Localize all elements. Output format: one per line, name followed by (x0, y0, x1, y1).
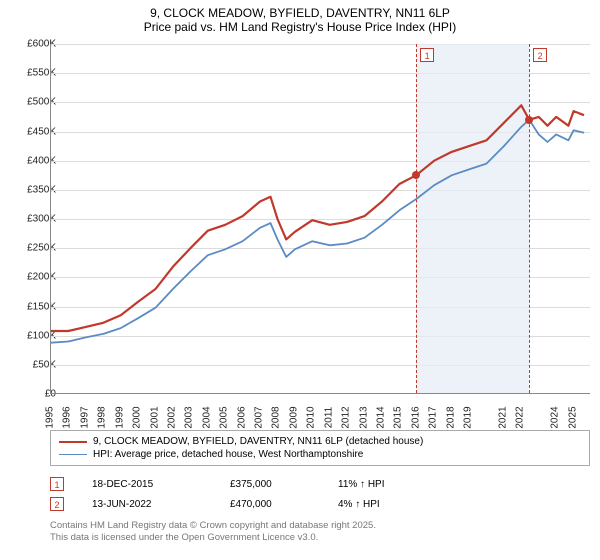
footnote-line: This data is licensed under the Open Gov… (50, 532, 590, 544)
x-axis-label: 2017 (428, 406, 439, 428)
event-marker-box: 1 (420, 48, 434, 62)
x-axis-label: 2002 (166, 406, 177, 428)
x-axis-label: 2016 (410, 406, 421, 428)
x-axis-label: 1996 (62, 406, 73, 428)
legend-swatch (59, 441, 87, 443)
event-marker: 2 (50, 497, 64, 511)
event-date: 13-JUN-2022 (92, 499, 202, 510)
line-series (51, 44, 590, 393)
x-axis-label: 1998 (97, 406, 108, 428)
x-axis-label: 2000 (132, 406, 143, 428)
legend: 9, CLOCK MEADOW, BYFIELD, DAVENTRY, NN11… (50, 430, 590, 466)
legend-item: HPI: Average price, detached house, West… (59, 448, 581, 461)
event-marker: 1 (50, 477, 64, 491)
x-axis-label: 2013 (358, 406, 369, 428)
legend-label: 9, CLOCK MEADOW, BYFIELD, DAVENTRY, NN11… (93, 436, 423, 447)
x-axis-label: 2018 (445, 406, 456, 428)
series-hpi (51, 120, 584, 343)
series-price_paid (51, 105, 584, 331)
x-axis-label: 2006 (236, 406, 247, 428)
event-dot (412, 171, 420, 179)
x-axis-label: 2010 (306, 406, 317, 428)
chart-container: 9, CLOCK MEADOW, BYFIELD, DAVENTRY, NN11… (0, 0, 600, 560)
title-subtitle: Price paid vs. HM Land Registry's House … (0, 20, 600, 34)
x-axis-label: 1999 (114, 406, 125, 428)
x-axis-label: 1997 (79, 406, 90, 428)
event-price: £375,000 (230, 479, 310, 490)
x-axis-label: 2003 (184, 406, 195, 428)
event-price: £470,000 (230, 499, 310, 510)
event-pct: 4% ↑ HPI (338, 499, 428, 510)
events-table: 1 18-DEC-2015 £375,000 11% ↑ HPI 2 13-JU… (50, 474, 590, 514)
legend-label: HPI: Average price, detached house, West… (93, 449, 363, 460)
event-dot (525, 116, 533, 124)
footnote-line: Contains HM Land Registry data © Crown c… (50, 520, 590, 532)
x-axis-label: 2011 (323, 407, 334, 429)
event-marker-box: 2 (533, 48, 547, 62)
x-axis-label: 2004 (201, 406, 212, 428)
x-axis-label: 2008 (271, 406, 282, 428)
event-row: 1 18-DEC-2015 £375,000 11% ↑ HPI (50, 474, 590, 494)
x-axis-label: 2007 (254, 406, 265, 428)
chart-area: 12 (50, 44, 590, 394)
event-date: 18-DEC-2015 (92, 479, 202, 490)
x-axis-label: 2022 (515, 406, 526, 428)
title-address: 9, CLOCK MEADOW, BYFIELD, DAVENTRY, NN11… (0, 6, 600, 20)
title-block: 9, CLOCK MEADOW, BYFIELD, DAVENTRY, NN11… (0, 0, 600, 38)
x-axis-label: 2014 (375, 406, 386, 428)
x-axis-label: 2012 (341, 406, 352, 428)
legend-swatch (59, 454, 87, 455)
x-axis-label: 2025 (567, 406, 578, 428)
event-row: 2 13-JUN-2022 £470,000 4% ↑ HPI (50, 494, 590, 514)
x-axis-label: 2009 (288, 406, 299, 428)
footnote: Contains HM Land Registry data © Crown c… (50, 520, 590, 545)
event-pct: 11% ↑ HPI (338, 479, 428, 490)
x-axis-label: 2001 (149, 406, 160, 428)
legend-item: 9, CLOCK MEADOW, BYFIELD, DAVENTRY, NN11… (59, 435, 581, 448)
x-axis-label: 2021 (497, 406, 508, 428)
x-axis-label: 2005 (219, 406, 230, 428)
x-axis-label: 2015 (393, 406, 404, 428)
x-axis-label: 2024 (550, 406, 561, 428)
x-axis-label: 2019 (463, 406, 474, 428)
x-axis-label: 1995 (45, 406, 56, 428)
